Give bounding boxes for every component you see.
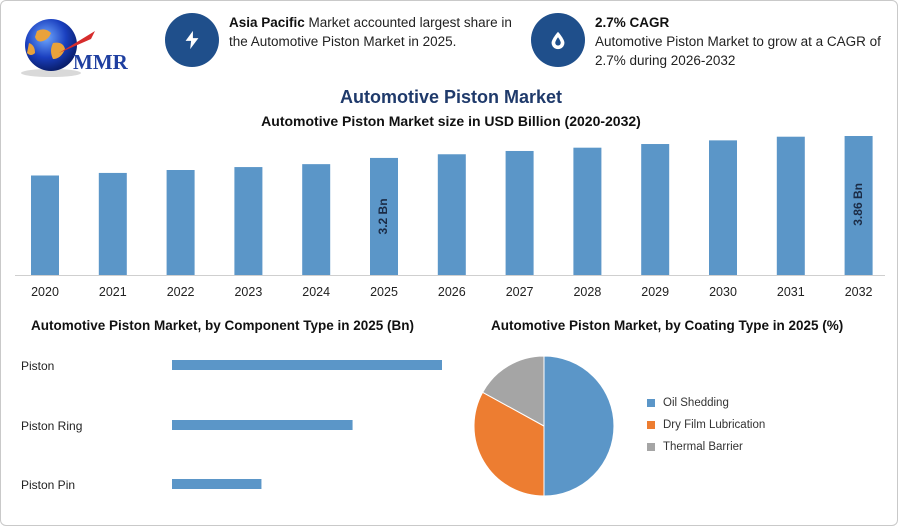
bar-2021 xyxy=(98,172,127,275)
bar-2031 xyxy=(776,136,805,275)
bar-2024 xyxy=(302,164,331,275)
info-card-bold: Asia Pacific xyxy=(229,15,305,30)
component-label-piston-ring: Piston Ring xyxy=(21,419,83,433)
legend-swatch xyxy=(647,399,655,407)
component-label-piston-pin: Piston Pin xyxy=(21,478,76,492)
data-label: 3.2 Bn xyxy=(376,198,390,234)
info-card-asia-pacific: Asia Pacific Market accounted largest sh… xyxy=(165,13,519,67)
bar-2028 xyxy=(573,147,602,275)
bar-2020 xyxy=(31,175,59,275)
drop-icon xyxy=(531,13,585,67)
bar-2027 xyxy=(505,150,534,275)
x-tick-label: 2032 xyxy=(845,285,873,299)
x-tick-label: 2020 xyxy=(31,285,59,299)
coating-chart-title: Automotive Piston Market, by Coating Typ… xyxy=(491,318,844,333)
x-tick-label: 2029 xyxy=(641,285,669,299)
legend-label: Dry Film Lubrication xyxy=(663,419,766,431)
market-size-bar-chart: 2020 2021 2022 2023 2024 2025 3.2 Bn 2026 2027 20… xyxy=(15,136,885,299)
x-tick-label: 2022 xyxy=(167,285,195,299)
chart-subtitle: Automotive Piston Market size in USD Bil… xyxy=(261,113,641,129)
x-tick-label: 2024 xyxy=(302,285,330,299)
component-chart-title: Automotive Piston Market, by Component T… xyxy=(31,318,415,333)
bar-2025 xyxy=(370,157,398,275)
pie-slice-oil-shedding xyxy=(543,355,615,497)
lightning-icon xyxy=(165,13,219,67)
mmr-logo: MMR xyxy=(15,13,145,83)
x-tick-label: 2027 xyxy=(506,285,534,299)
x-tick-label: 2025 xyxy=(370,285,398,299)
bar-2026 xyxy=(437,154,466,275)
pie-slice-thermal-barrier xyxy=(481,355,545,427)
x-tick-label: 2023 xyxy=(234,285,262,299)
coating-pie-chart xyxy=(473,355,615,497)
info-card-cagr: 2.7% CAGR Automotive Piston Market to gro… xyxy=(531,13,885,70)
info-card-bold: 2.7% CAGR xyxy=(595,15,670,30)
hbar-piston-ring xyxy=(172,420,353,430)
legend-label: Thermal Barrier xyxy=(663,441,743,453)
legend-swatch xyxy=(647,443,655,451)
bar-2023 xyxy=(234,167,263,275)
x-tick-label: 2028 xyxy=(573,285,601,299)
bar-2032 xyxy=(844,136,873,275)
hbar-piston-pin xyxy=(172,479,262,489)
info-card-rest: Automotive Piston Market to grow at a CA… xyxy=(595,34,881,68)
legend-item-dry-film-lubrication: Dry Film Lubrication xyxy=(647,419,765,431)
bar-2022 xyxy=(166,170,195,275)
info-card-text: 2.7% CAGR Automotive Piston Market to gro… xyxy=(595,13,885,70)
hbar-piston xyxy=(172,360,442,370)
x-tick-label: 2021 xyxy=(99,285,127,299)
legend-item-thermal-barrier: Thermal Barrier xyxy=(647,441,743,453)
legend-swatch xyxy=(647,421,655,429)
component-bar-chart xyxy=(172,360,442,489)
info-card-rest: Market accounted largest share in the Au… xyxy=(229,15,512,49)
legend-label: Oil Shedding xyxy=(663,397,729,409)
component-label-piston: Piston xyxy=(21,359,55,373)
bar-2030 xyxy=(709,140,737,275)
svg-text:MMR: MMR xyxy=(73,50,129,74)
x-tick-label: 2026 xyxy=(438,285,466,299)
legend-item-oil-shedding: Oil Shedding xyxy=(647,397,729,409)
info-card-text: Asia Pacific Market accounted largest sh… xyxy=(229,13,519,51)
data-label: 3.86 Bn xyxy=(851,183,865,226)
pie-slice-dry-film-lubrication xyxy=(473,391,545,497)
x-tick-label: 2030 xyxy=(709,285,737,299)
x-tick-label: 2031 xyxy=(777,285,805,299)
chart-title: Automotive Piston Market xyxy=(339,87,563,107)
bar-2029 xyxy=(641,144,670,275)
